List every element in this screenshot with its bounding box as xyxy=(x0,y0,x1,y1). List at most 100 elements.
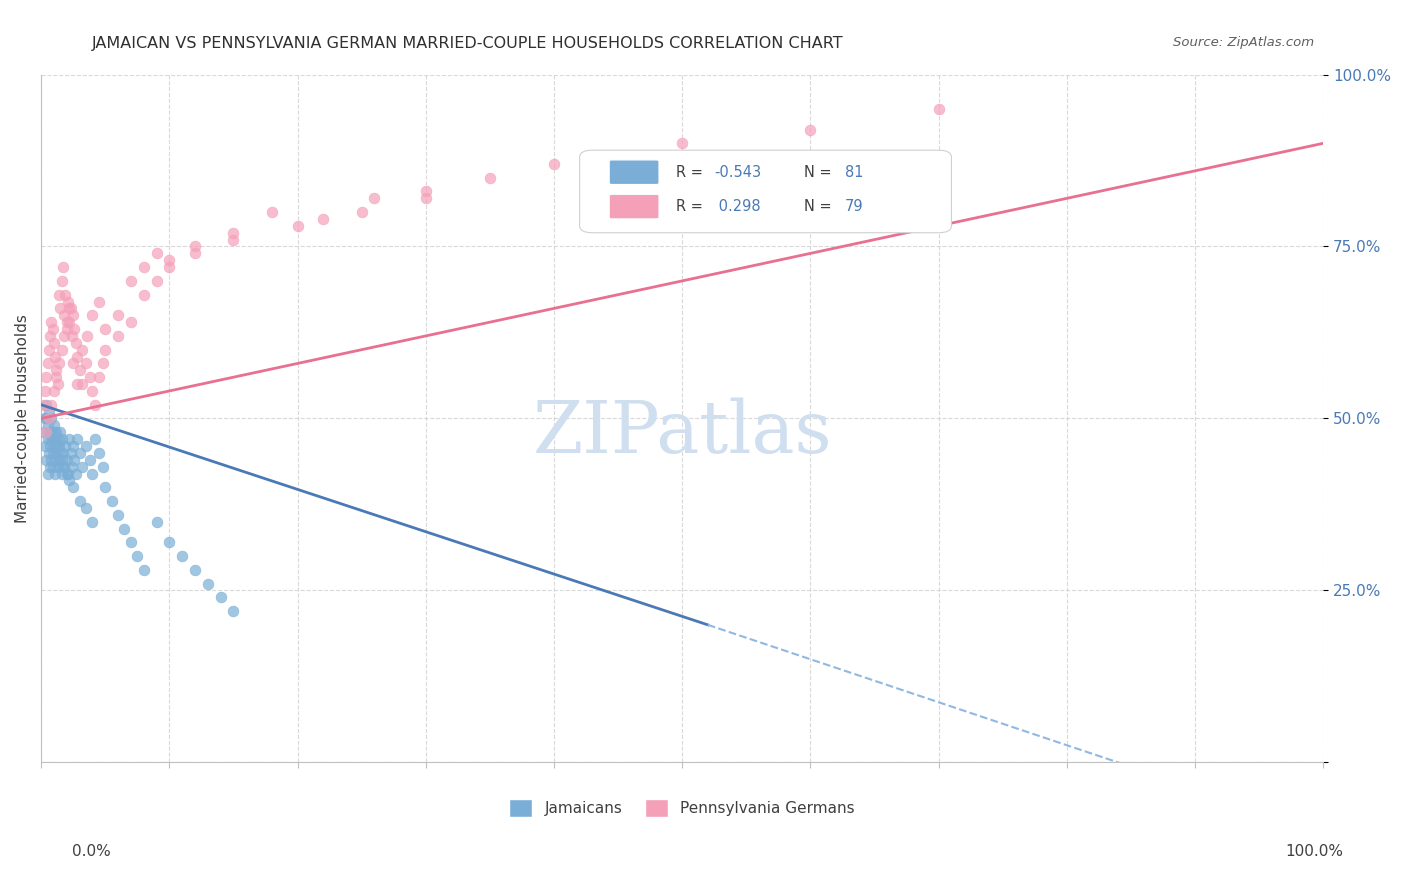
Point xyxy=(53,329,76,343)
Point xyxy=(41,452,63,467)
Point xyxy=(60,459,83,474)
Point xyxy=(58,432,80,446)
Point xyxy=(132,260,155,274)
Point xyxy=(35,452,58,467)
Point xyxy=(48,439,70,453)
Point xyxy=(58,315,80,329)
Point xyxy=(184,239,207,253)
Point xyxy=(75,439,97,453)
Point xyxy=(55,287,77,301)
Text: -0.543: -0.543 xyxy=(714,165,762,179)
Point xyxy=(107,329,129,343)
Point xyxy=(84,432,107,446)
Point xyxy=(46,459,69,474)
Point xyxy=(41,432,63,446)
Point xyxy=(75,500,97,515)
Point xyxy=(58,301,80,316)
Legend: Jamaicans, Pennsylvania Germans: Jamaicans, Pennsylvania Germans xyxy=(503,793,860,823)
Point xyxy=(107,508,129,522)
Point xyxy=(37,356,59,370)
Point xyxy=(82,467,104,481)
Point xyxy=(42,335,65,350)
Point xyxy=(66,432,89,446)
Point xyxy=(44,350,66,364)
Point xyxy=(48,287,70,301)
Point xyxy=(184,246,207,260)
Point xyxy=(51,452,73,467)
Point xyxy=(45,432,67,446)
Point xyxy=(70,377,93,392)
Text: R =: R = xyxy=(676,199,703,214)
Point xyxy=(39,459,62,474)
Point xyxy=(70,459,93,474)
Point xyxy=(312,211,335,226)
Point xyxy=(59,301,82,316)
Point xyxy=(79,370,101,384)
Point xyxy=(69,446,91,460)
Point xyxy=(132,563,155,577)
Point xyxy=(49,301,72,316)
Point xyxy=(59,446,82,460)
Point xyxy=(48,452,70,467)
Point xyxy=(46,432,69,446)
Point xyxy=(543,157,565,171)
Point xyxy=(58,474,80,488)
Text: 0.0%: 0.0% xyxy=(72,845,111,859)
Point xyxy=(127,549,149,563)
Point xyxy=(34,439,56,453)
Point xyxy=(38,446,60,460)
Point xyxy=(94,480,117,494)
Point xyxy=(82,515,104,529)
Point xyxy=(55,439,77,453)
Y-axis label: Married-couple Households: Married-couple Households xyxy=(15,314,30,523)
Point xyxy=(82,384,104,398)
Point xyxy=(145,515,167,529)
Point xyxy=(120,274,142,288)
Point xyxy=(35,425,58,440)
Point xyxy=(38,404,60,418)
Point xyxy=(32,398,55,412)
Point xyxy=(55,467,77,481)
Point xyxy=(42,384,65,398)
Point xyxy=(184,563,207,577)
Point xyxy=(51,343,73,357)
FancyBboxPatch shape xyxy=(609,160,659,185)
Point xyxy=(363,191,385,205)
Point xyxy=(34,411,56,425)
Point xyxy=(260,205,283,219)
Point xyxy=(415,191,437,205)
Point xyxy=(41,459,63,474)
Point xyxy=(46,377,69,392)
Point xyxy=(65,335,87,350)
Point xyxy=(157,535,180,549)
FancyBboxPatch shape xyxy=(609,194,659,219)
Point xyxy=(35,370,58,384)
Point xyxy=(41,315,63,329)
Point xyxy=(41,322,63,336)
Point xyxy=(70,343,93,357)
Point xyxy=(38,411,60,425)
Point xyxy=(38,425,60,440)
Point xyxy=(52,260,75,274)
Text: ZIPatlas: ZIPatlas xyxy=(533,397,832,467)
Point xyxy=(62,308,84,322)
Point xyxy=(45,446,67,460)
Point xyxy=(53,459,76,474)
Point xyxy=(87,294,110,309)
Point xyxy=(56,467,79,481)
Text: Source: ZipAtlas.com: Source: ZipAtlas.com xyxy=(1174,36,1315,49)
Point xyxy=(44,439,66,453)
Point xyxy=(120,535,142,549)
Point xyxy=(69,363,91,377)
Point xyxy=(287,219,309,233)
Point xyxy=(62,356,84,370)
Point xyxy=(62,480,84,494)
Point xyxy=(222,604,245,618)
Point xyxy=(114,522,136,536)
Point xyxy=(45,370,67,384)
Point xyxy=(91,459,114,474)
Point xyxy=(82,308,104,322)
Point xyxy=(49,425,72,440)
Point xyxy=(44,452,66,467)
Point xyxy=(65,467,87,481)
